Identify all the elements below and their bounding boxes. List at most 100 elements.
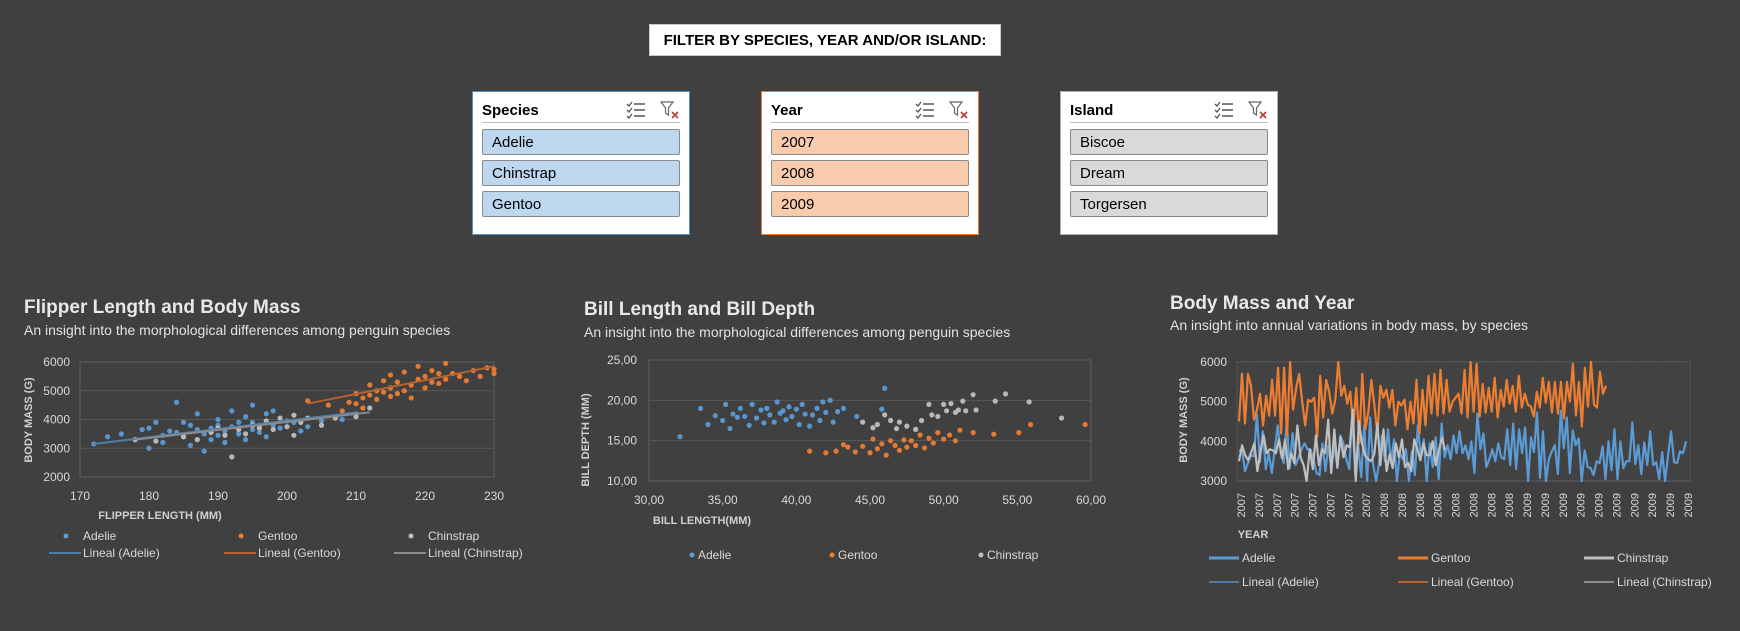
chart1-x-tick: 190 — [208, 489, 228, 503]
chart2-point-adelie — [789, 413, 795, 420]
chart1-point-gentoo — [401, 369, 407, 375]
chart2-point-adelie — [854, 413, 860, 420]
chart2-point-gentoo — [879, 441, 885, 447]
chart2-point-chinstrap — [935, 413, 941, 420]
chart2-point-chinstrap — [860, 419, 866, 425]
chart1-y-tick: 4000 — [43, 413, 70, 427]
chart3-legend-label: Gentoo — [1431, 551, 1471, 565]
chart2-point-gentoo — [991, 431, 997, 437]
slicer-item-gentoo[interactable]: Gentoo — [482, 191, 680, 217]
chart2-legend-marker — [978, 552, 984, 558]
chart2-y-tick: 15,00 — [607, 434, 637, 448]
chart1-y-tick: 2000 — [43, 470, 70, 484]
slicer-item-dream[interactable]: Dream — [1070, 160, 1268, 186]
multi-select-icon[interactable] — [915, 101, 935, 119]
chart3-x-tick: 2007 — [1254, 493, 1266, 517]
chart2-point-gentoo — [852, 449, 858, 455]
chart1-trendline — [135, 411, 370, 441]
clear-filter-icon[interactable] — [660, 100, 680, 120]
chart1-point-adelie — [243, 414, 249, 420]
chart1-point-chinstrap — [243, 431, 249, 437]
chart1-title: Flipper Length and Body Mass — [24, 297, 301, 318]
chart2-point-adelie — [720, 417, 726, 424]
chart3-x-tick: 2008 — [1397, 493, 1409, 517]
chart1-point-adelie — [229, 408, 235, 414]
chart3-x-tick: 2009 — [1558, 493, 1570, 517]
clear-filter-icon[interactable] — [1248, 100, 1268, 120]
chart1-point-adelie — [174, 399, 180, 405]
chart2-point-adelie — [882, 385, 888, 391]
chart1-point-chinstrap — [353, 414, 359, 420]
year-slicer[interactable]: Year 2007 2008 2009 — [761, 91, 979, 235]
chart1-point-adelie — [236, 431, 242, 437]
chart2-point-chinstrap — [929, 412, 935, 418]
chart2-point-adelie — [758, 407, 764, 413]
chart1-point-gentoo — [456, 373, 463, 379]
chart1-point-gentoo — [339, 408, 345, 414]
chart3-x-tick: 2009 — [1594, 493, 1606, 517]
chart2-point-gentoo — [883, 452, 889, 458]
chart1-point-adelie — [180, 419, 187, 425]
chart3-y-tick: 5000 — [1200, 395, 1227, 409]
chart2-point-adelie — [793, 406, 799, 412]
chart1-point-gentoo — [360, 395, 366, 401]
slicer-item-adelie[interactable]: Adelie — [482, 129, 680, 155]
chart1-point-gentoo — [491, 366, 497, 372]
chart1-point-chinstrap — [298, 419, 304, 425]
chart1-point-gentoo — [394, 391, 400, 397]
chart2-point-chinstrap — [882, 412, 888, 418]
chart1-point-gentoo — [346, 399, 352, 405]
chart1-point-chinstrap — [229, 454, 235, 460]
chart1-point-chinstrap — [194, 437, 200, 443]
chart1-point-adelie — [277, 425, 283, 431]
chart1-plot-area — [79, 361, 495, 478]
slicer-item-torgersen[interactable]: Torgersen — [1070, 191, 1268, 217]
chart1-point-gentoo — [387, 385, 394, 391]
chart2-x-tick: 30,00 — [634, 493, 664, 507]
chart2-point-chinstrap — [944, 408, 950, 414]
chart2-point-gentoo — [917, 432, 923, 438]
chart2-point-adelie — [799, 401, 805, 407]
chart2-point-gentoo — [926, 435, 932, 441]
chart2-point-adelie — [749, 401, 755, 407]
chart3-x-axis-label: YEAR — [1238, 529, 1269, 541]
chart2-point-gentoo — [833, 448, 839, 454]
chart2-point-adelie — [771, 419, 777, 425]
chart1-point-adelie — [139, 426, 145, 433]
chart1-point-adelie — [298, 428, 304, 434]
chart1-legend-marker — [63, 533, 69, 539]
chart1-point-gentoo — [353, 391, 359, 397]
chart1-point-adelie — [180, 434, 187, 440]
chart3-x-tick: 2007 — [1272, 493, 1284, 517]
multi-select-icon[interactable] — [626, 101, 646, 119]
chart1-x-tick: 200 — [277, 489, 297, 503]
clear-filter-icon[interactable] — [949, 100, 969, 120]
chart2-point-chinstrap — [918, 417, 925, 424]
multi-select-icon[interactable] — [1214, 101, 1234, 119]
chart1-point-gentoo — [305, 398, 311, 404]
slicer-item-2008[interactable]: 2008 — [771, 160, 969, 186]
chart1-point-adelie — [249, 426, 256, 433]
slicer-item-2009[interactable]: 2009 — [771, 191, 969, 217]
chart1-point-adelie — [222, 428, 228, 434]
chart1-point-adelie — [284, 418, 290, 424]
chart2-point-chinstrap — [948, 400, 954, 407]
slicer-item-chinstrap[interactable]: Chinstrap — [482, 160, 680, 186]
chart1-point-adelie — [353, 411, 359, 417]
chart1-point-gentoo — [367, 392, 373, 398]
chart1-point-adelie — [153, 419, 159, 425]
chart1-point-gentoo — [367, 382, 373, 388]
chart2-point-gentoo — [806, 448, 813, 454]
chart1-point-gentoo — [381, 389, 387, 395]
chart2-x-tick: 45,00 — [855, 493, 885, 507]
chart3-legend-label: Chinstrap — [1617, 551, 1669, 565]
chart1-point-adelie — [236, 419, 242, 425]
chart1-point-chinstrap — [305, 415, 311, 421]
chart1-point-gentoo — [408, 395, 414, 401]
chart3-x-tick: 2009 — [1647, 493, 1659, 517]
slicer-item-biscoe[interactable]: Biscoe — [1070, 129, 1268, 155]
slicer-item-2007[interactable]: 2007 — [771, 129, 969, 155]
chart2-point-gentoo — [870, 436, 876, 442]
species-slicer[interactable]: Species Adelie Chinstrap Gentoo — [472, 91, 690, 235]
island-slicer[interactable]: Island Biscoe Dream Torgersen — [1060, 91, 1278, 235]
